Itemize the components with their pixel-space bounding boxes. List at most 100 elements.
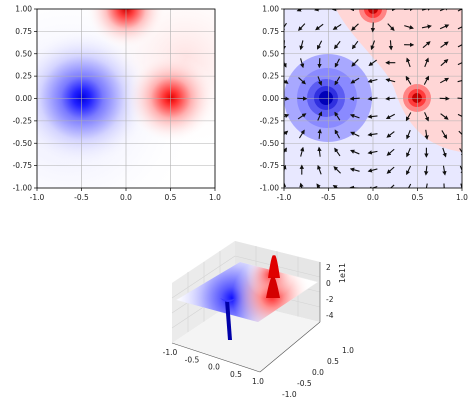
surface-positive-spike [266,276,280,298]
surface-x-tick-label: -1.0 [163,348,178,357]
quiver-arrow [440,77,450,84]
quiver-arrow [284,79,289,84]
quiver-arrow [457,26,462,30]
quiver-arrow [314,9,323,12]
x-tick-label: 0.0 [120,193,132,202]
quiver-arrow [298,77,306,85]
quiver-arrow [333,40,341,50]
heatmap-y-ticks: 1.00 0.75 0.50 0.25 0.00 -0.25 -0.50 -0.75 -1.00 [13,5,37,193]
contour-ring [319,91,333,105]
quiver-arrow [297,23,306,31]
quiver-arrow [332,24,342,30]
quiver-arrow [334,129,341,139]
quiver-arrow [334,111,341,121]
surface-z-tick-label: 2 [326,263,331,272]
quiver-arrow [334,58,340,68]
quiver-arrow [423,75,429,85]
quiver-arrow [424,129,429,140]
quiver-arrow [299,182,304,188]
quiver-arrow [421,9,432,11]
surface-z-tick-label: 0 [326,279,331,288]
x-tick-label: 1.0 [456,193,468,202]
surface-x-tick-label: -0.5 [185,355,200,364]
quiver-arrow [298,129,305,139]
quiver-arrow [459,148,462,157]
quiver-arrow [440,41,449,48]
quiver-arrow [422,41,431,49]
quiver-arrow [367,168,378,173]
contour-ring [412,93,422,103]
surface-z-tick-label: -2 [326,295,334,304]
quiver-arrow [386,148,395,156]
y-tick-label: 0.00 [15,94,32,103]
y-tick-label: 0.75 [15,27,32,36]
quiver-arrow [386,184,395,188]
quiver-arrow [332,184,339,188]
quiver-arrow [457,97,462,100]
quiver-arrow [284,130,289,136]
surface-z-ticks: 2 0 -2 -4 [326,263,334,320]
quiver-arrow [457,44,462,48]
quiver-arrow [351,40,359,50]
quiver-arrow [349,113,360,119]
quiver-arrow [407,183,412,188]
surface-negative-spike [225,300,232,340]
quiver-arrow [334,76,341,86]
negative-charge-glow [37,28,152,168]
surface-y-ticks: 1.00.50.0-0.5-1.0 [282,346,354,399]
quiver-arrow [385,96,396,101]
y-tick-label: 1.00 [15,5,32,14]
quiver-arrow [284,96,290,101]
y-tick-label: -0.50 [13,139,33,148]
y-tick-label: 1.00 [262,5,279,14]
quiver-arrow [300,58,305,69]
surface-x-tick-label: 0.0 [208,363,220,372]
quiver-arrow [385,113,396,120]
quiver-arrow [405,112,412,122]
quiver-arrow [386,166,395,174]
quiver-arrow [457,80,462,83]
surface-y-tick-label: 0.5 [327,357,339,366]
heatmap-panel: -1.0 -0.5 0.0 0.5 1.0 1.00 0.75 0.50 0.25 0.00 -0… [13,5,222,202]
quiver-arrow [459,165,462,176]
quiver-arrow [317,164,322,175]
quiver-arrow [349,167,360,172]
quiver-arrow [439,24,450,30]
x-tick-label: 1.0 [209,193,221,202]
quiver-arrow [443,183,445,188]
x-tick-label: 0.5 [165,193,177,202]
quiver-arrow [350,77,360,84]
quiver-arrow [424,112,429,122]
x-tick-label: -1.0 [30,193,45,202]
surface-y-tick-label: -0.5 [297,379,312,388]
quiver-arrow [367,78,378,84]
quiver-arrows [284,9,462,188]
y-tick-label: 0.25 [262,72,279,81]
quiver-y-ticks: 1.00 0.75 0.50 0.25 0.00 -0.25 -0.50 -0.75 -1.00 [260,5,284,193]
y-tick-label: 0.25 [15,72,32,81]
surface-x-tick-label: 1.0 [252,377,264,386]
quiver-arrow [299,40,304,51]
surface-y-tick-label: 0.0 [312,368,324,377]
quiver-arrow [460,183,462,188]
quiver-arrow [317,146,322,157]
quiver-arrow [315,23,324,31]
quiver-arrow [457,113,462,118]
surface-x-ticks: -1.0 -0.5 0.0 0.5 1.0 [163,348,265,386]
surface-negative-spike [220,298,236,302]
quiver-arrow [441,130,448,140]
quiver-panel: -1.0 -0.5 0.0 0.5 1.0 1.00 0.75 0.50 0.25 0.00 -0… [260,5,469,202]
y-tick-label: 0.50 [15,49,32,58]
y-tick-label: -0.25 [260,116,280,125]
quiver-arrow [297,113,307,120]
quiver-arrow [299,146,305,157]
y-tick-label: 0.00 [262,94,279,103]
quiver-arrow [457,62,462,66]
quiver-arrow [406,129,411,140]
quiver-arrow [367,114,378,119]
quiver-arrow [370,40,376,51]
quiver-arrow [442,147,447,158]
quiver-arrow [351,23,359,31]
quiver-x-ticks: -1.0 -0.5 0.0 0.5 1.0 [277,188,468,202]
